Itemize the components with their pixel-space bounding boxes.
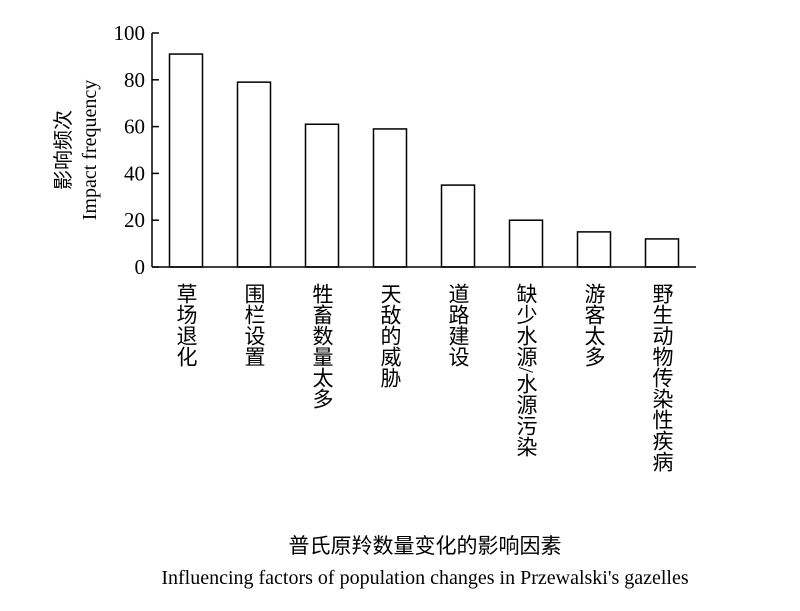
bar [508,219,544,268]
x-tick-label: 草场退化 [174,283,198,367]
x-tick-label: 牲畜数量太多 [310,283,334,409]
bar [304,123,340,268]
bar [168,53,204,268]
y-tick-label: 100 [114,21,146,45]
y-tick-label: 60 [124,115,145,139]
y-tick-label: 40 [124,161,145,185]
y-tick-label: 80 [124,68,145,92]
x-axis-label-cn: 普氏原羚数量变化的影响因素 [289,534,562,558]
bar [236,81,272,268]
bar [576,231,612,268]
y-axis-label-en: Impact frequency [79,80,101,220]
bar [440,184,476,268]
y-axis-label-cn: 影响频次 [52,110,75,190]
x-tick-label: 缺少水源/水源污染 [514,283,538,457]
bars [168,53,680,268]
x-tick-label: 围栏设置 [242,283,266,367]
bar [372,128,408,268]
x-tick-label: 道路建设 [446,283,470,367]
y-tick-label: 0 [135,255,146,279]
x-axis-label-en: Influencing factors of population change… [161,567,689,589]
x-tick-label: 游客太多 [582,283,606,367]
x-axis-tick-labels: 草场退化 围栏设置 牲畜数量太多 天敌的威胁 道路建设 缺少水源/水源污染 游客太多 野生动物… [174,283,674,472]
x-tick-label: 野生动物传染性疾病 [650,283,674,472]
bar [644,238,680,268]
y-tick-label: 20 [124,208,145,232]
x-tick-label: 天敌的威胁 [378,283,402,388]
y-axis-ticks: 0 20 40 60 80 100 [114,21,159,279]
